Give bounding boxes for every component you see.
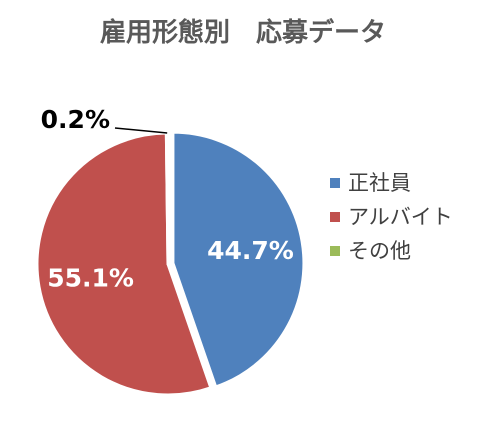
data-labels: 44.7% 55.1% 0.2%	[41, 105, 294, 293]
legend-swatch-part-time	[330, 212, 340, 222]
data-label-part-time: 55.1%	[47, 264, 134, 293]
pie-slice-part-time	[35, 131, 213, 397]
legend-label-other: その他	[348, 239, 411, 263]
chart-title: 雇用形態別 応募データ	[100, 17, 386, 48]
legend-swatch-other	[330, 246, 340, 256]
data-label-other: 0.2%	[41, 105, 110, 134]
data-label-full-time: 44.7%	[207, 236, 294, 265]
legend-label-full-time: 正社員	[348, 171, 411, 195]
legend-label-part-time: アルバイト	[348, 205, 453, 229]
legend-swatch-full-time	[330, 178, 340, 188]
pie-slices	[35, 130, 306, 397]
leader-line-other	[114, 127, 168, 134]
pie-slice-full-time	[171, 130, 306, 389]
pie-slice-other	[164, 131, 170, 266]
